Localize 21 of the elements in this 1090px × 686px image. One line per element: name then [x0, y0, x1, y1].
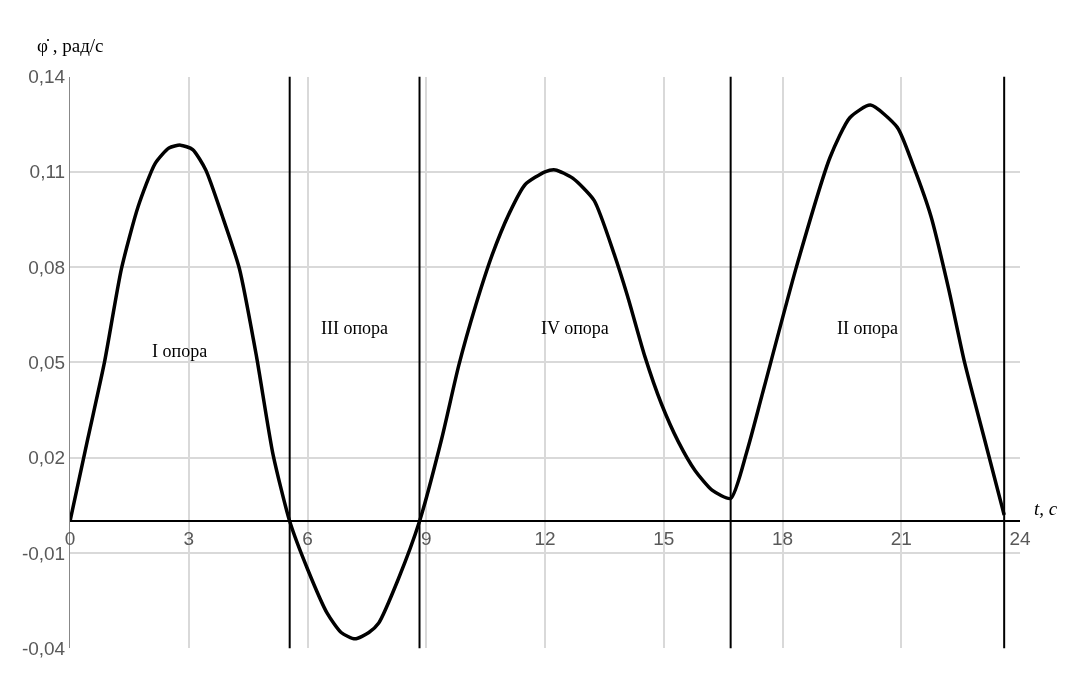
y-tick-label: 0,11 [29, 161, 66, 183]
x-axis-title: t, с [1034, 498, 1058, 519]
annotation: I опора [152, 341, 208, 361]
annotation: III опора [321, 318, 389, 338]
annotation: II опора [837, 318, 899, 338]
x-tick-label: 18 [771, 528, 794, 550]
y-axis-title: φ̇ , рад/с [37, 35, 104, 56]
x-tick-label: 12 [534, 528, 556, 550]
y-tick-label: -0,04 [21, 638, 66, 660]
annotation: IV опора [541, 318, 609, 338]
y-tick-label: -0,01 [21, 542, 66, 564]
x-tick-label: 9 [420, 528, 432, 550]
y-tick-label: 0,14 [28, 66, 66, 88]
x-tick-label: 6 [302, 528, 313, 550]
y-tick-label: 0,05 [28, 352, 66, 374]
x-tick-label: 21 [890, 528, 912, 550]
x-tick-label: 3 [183, 528, 195, 550]
y-tick-label: 0,02 [28, 447, 66, 469]
x-tick-label: 24 [1009, 528, 1031, 550]
x-tick-label: 15 [653, 528, 675, 550]
y-tick-label: 0,08 [28, 256, 66, 278]
